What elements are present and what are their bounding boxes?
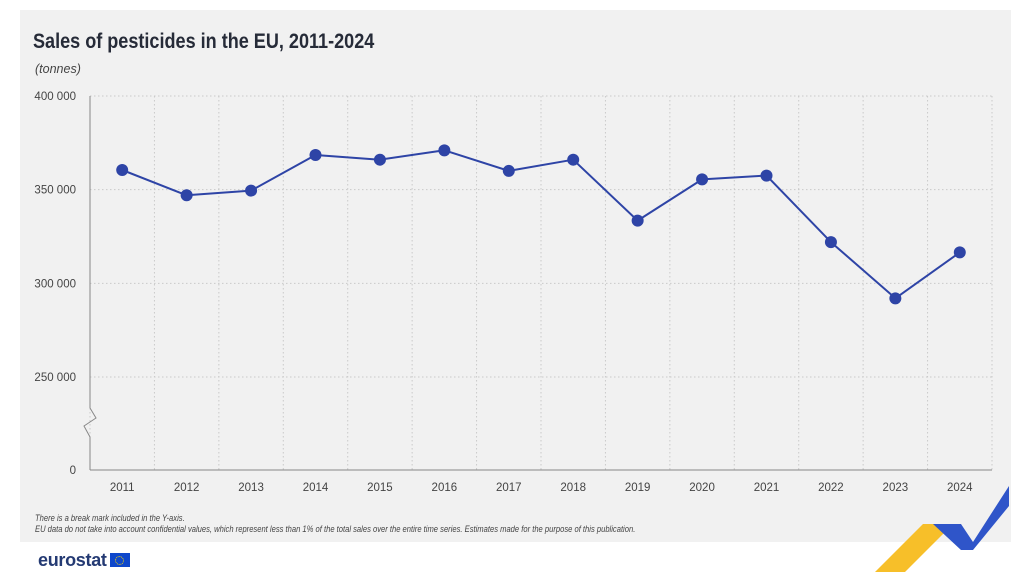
- data-point: [180, 189, 193, 202]
- x-tick-label: 2013: [238, 482, 264, 494]
- data-point: [116, 163, 129, 176]
- y-tick-label: 250 000: [34, 372, 76, 384]
- x-tick-label: 2019: [625, 482, 651, 494]
- data-point: [373, 153, 386, 166]
- y-tick-label: 300 000: [34, 278, 76, 290]
- brand-chevron-yellow: [875, 524, 953, 572]
- x-tick-label: 2022: [818, 482, 844, 494]
- y-tick-label: 350 000: [34, 185, 76, 197]
- x-tick-label: 2018: [560, 482, 586, 494]
- data-series: [116, 144, 966, 305]
- chart-title: Sales of pesticides in the EU, 2011-2024: [33, 30, 375, 53]
- data-point: [824, 236, 837, 249]
- brand-chevron-blue: [933, 486, 1009, 550]
- unit-label: (tonnes): [35, 62, 81, 76]
- tick-labels: 0 250 000 300 000 350 000 400 000 2011 2012 201…: [34, 91, 973, 494]
- eurostat-logo: eurostat: [38, 550, 130, 570]
- footnote-confidential: EU data do not take into account confide…: [35, 523, 636, 535]
- chart-grid: [89, 95, 993, 470]
- chart-panel: [20, 10, 1011, 542]
- footnotes: There is a break mark included in the Y-…: [35, 513, 636, 535]
- data-point: [696, 173, 709, 186]
- x-tick-label: 2016: [432, 482, 458, 494]
- y-axis-break-mark: [83, 407, 97, 438]
- data-point: [889, 292, 902, 305]
- data-point: [631, 214, 644, 227]
- x-tick-label: 2015: [367, 482, 393, 494]
- x-tick-label: 2012: [174, 482, 200, 494]
- y-tick-label: 400 000: [34, 91, 76, 103]
- logo-text: eurostat: [38, 549, 107, 570]
- data-point: [502, 164, 515, 177]
- data-point: [760, 169, 773, 182]
- x-tick-label: 2014: [303, 482, 329, 494]
- data-point: [438, 144, 451, 157]
- footnote-break-mark: There is a break mark included in the Y-…: [35, 513, 185, 524]
- chart-axes: [83, 96, 992, 471]
- x-tick-label: 2021: [754, 482, 780, 494]
- x-tick-label: 2020: [689, 482, 715, 494]
- data-point: [309, 149, 322, 162]
- eu-flag-icon: [109, 553, 130, 567]
- series-line: [121, 149, 961, 300]
- data-point: [567, 153, 580, 166]
- x-tick-label: 2011: [110, 482, 135, 494]
- data-point: [953, 246, 966, 259]
- x-tick-label: 2024: [947, 482, 973, 494]
- y-tick-label: 0: [70, 465, 76, 477]
- brand-chevron-icon: [875, 486, 1009, 572]
- x-tick-label: 2017: [496, 482, 522, 494]
- x-tick-label: 2023: [883, 482, 909, 494]
- data-point: [245, 184, 258, 197]
